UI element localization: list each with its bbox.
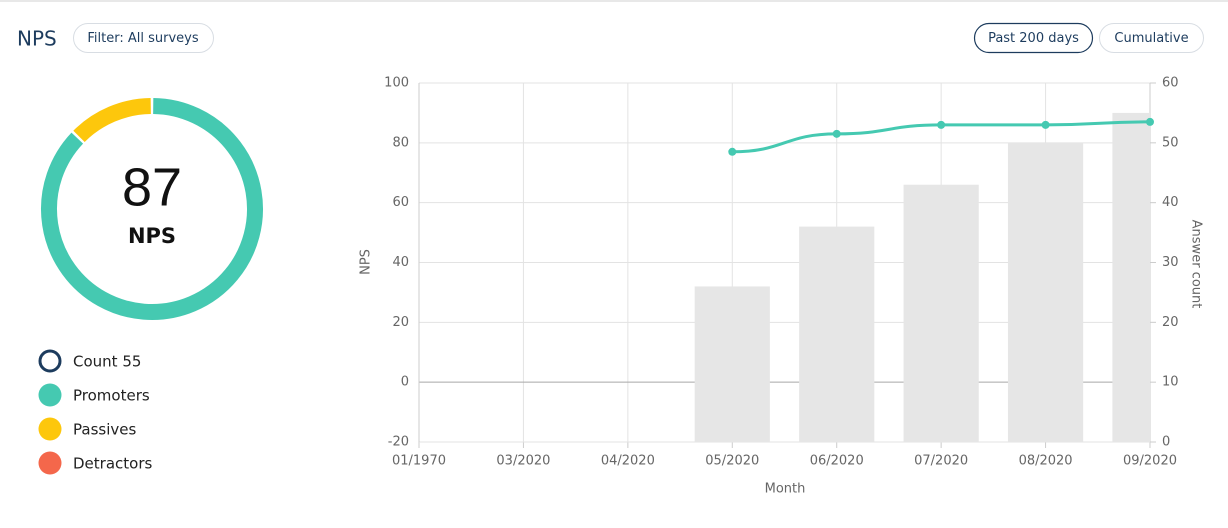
y-tick-label: 20 (392, 315, 409, 330)
x-tick-label: 03/2020 (496, 454, 550, 469)
y-tick-label: 40 (392, 255, 409, 270)
donut-segment (41, 98, 263, 320)
mode-button-bg[interactable] (1099, 23, 1204, 53)
filter-button[interactable]: Filter: All surveys (73, 23, 214, 53)
y-tick-label: -20 (388, 435, 409, 450)
legend-label: Passives (73, 421, 136, 439)
y-tick-label: 100 (384, 76, 409, 91)
bar (694, 286, 770, 442)
x-tick-label: 04/2020 (601, 454, 655, 469)
range-button-label[interactable]: Past 200 days (988, 31, 1079, 46)
legend-swatch (38, 383, 62, 407)
y2-axis-label: Answer count (1189, 220, 1204, 309)
line-point (1146, 117, 1154, 126)
x-tick-label: 05/2020 (705, 454, 759, 469)
y2-tick-label: 20 (1162, 315, 1179, 330)
filter-button-label[interactable]: Filter: All surveys (87, 31, 198, 46)
donut: 87 NPS (41, 98, 263, 320)
y2-tick-label: 40 (1162, 195, 1179, 210)
y2-tick-label: 50 (1162, 135, 1179, 150)
donut-value: 87 (122, 157, 182, 217)
line-point (1041, 120, 1050, 129)
y-tick-label: 0 (401, 375, 409, 390)
line-point (832, 129, 841, 138)
y-tick-label: 60 (392, 195, 409, 210)
legend: Count 55 Promoters Passives Detractors (38, 349, 152, 475)
y2-tick-label: 30 (1162, 255, 1179, 270)
legend-label: Count 55 (73, 353, 141, 371)
bar (799, 226, 875, 442)
y2-tick-label: 0 (1162, 435, 1170, 450)
legend-label: Detractors (73, 455, 152, 473)
line-point (937, 120, 946, 129)
page-title: NPS (17, 27, 57, 51)
y2-tick-label: 10 (1162, 375, 1179, 390)
y2-tick-label: 60 (1162, 76, 1179, 91)
x-tick-label: 09/2020 (1123, 454, 1177, 469)
x-tick-label: 07/2020 (914, 454, 968, 469)
donut-label: NPS (128, 224, 176, 248)
range-button[interactable]: Past 200 days (973, 22, 1094, 54)
chart: Month NPS Answer count 01/1970 03/2020 04/… (359, 76, 1204, 497)
x-tick-label: 01/1970 (392, 454, 446, 469)
y-tick-label: 80 (392, 135, 409, 150)
donut-segment (73, 98, 152, 143)
bars (694, 112, 1150, 442)
x-axis-label: Month (765, 482, 806, 497)
range-button-bg[interactable] (973, 22, 1094, 54)
x-tick-label: 06/2020 (810, 454, 864, 469)
legend-label: Promoters (73, 387, 150, 405)
legend-swatch (38, 349, 62, 373)
y-axis-label: NPS (359, 249, 374, 275)
legend-swatch (38, 451, 62, 475)
x-tick-label: 08/2020 (1019, 454, 1073, 469)
mode-button[interactable]: Cumulative (1099, 23, 1204, 53)
legend-swatch (38, 417, 62, 441)
mode-button-label[interactable]: Cumulative (1114, 31, 1188, 46)
line-point (728, 147, 737, 156)
bar (1007, 142, 1084, 442)
bar (1112, 112, 1150, 442)
bar (903, 184, 979, 442)
filter-button-bg[interactable] (73, 23, 214, 53)
